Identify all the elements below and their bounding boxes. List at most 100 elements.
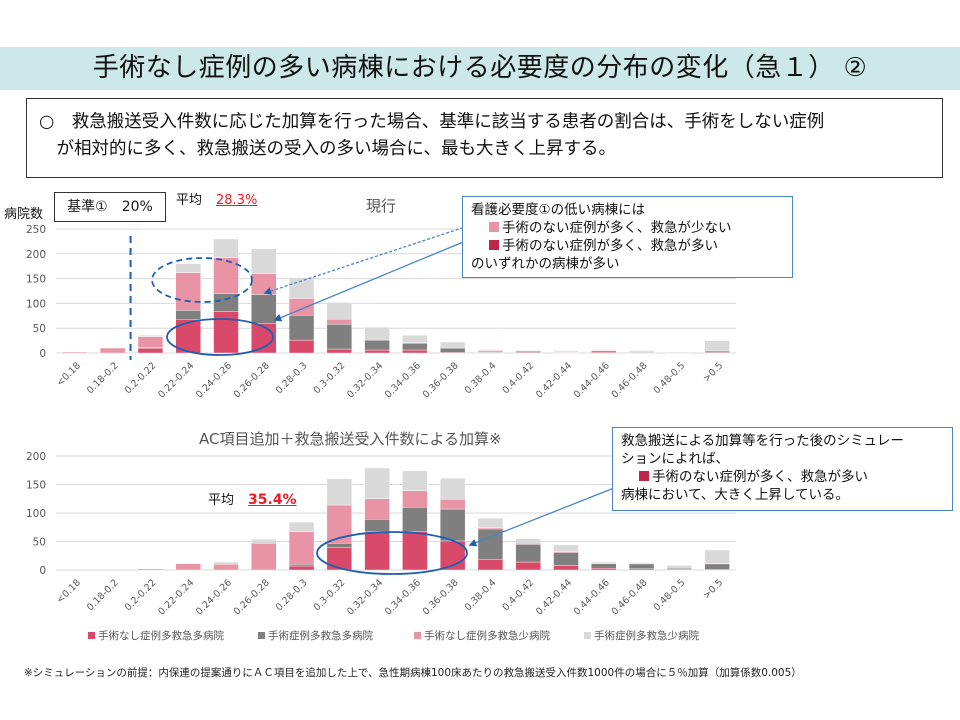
top-callout-line-3: 手術のない症例が多く、救急が多い [471, 237, 784, 255]
x-tick-label: 0.26-0.28 [232, 360, 272, 400]
bar-segment [364, 531, 390, 571]
summary-box: ○ 救急搬送受入件数に応じた加算を行った場合、基準に該当する患者の割合は、手術を… [26, 98, 943, 178]
legend-swatch-icon [88, 632, 95, 639]
bar-segment [402, 334, 428, 343]
bar-segment [704, 350, 730, 353]
x-tick-label: <0.18 [55, 577, 83, 605]
bar-segment [326, 324, 353, 350]
bar-segment [213, 311, 239, 354]
bar-segment [137, 568, 164, 571]
bar-segment [553, 565, 579, 571]
bar-segment [402, 342, 428, 351]
y-tick-label: 50 [33, 537, 46, 549]
footnote: ※シミュレーションの前提：内保連の提案通りにＡＣ項目を追加した上で、急性期病棟1… [24, 667, 802, 679]
bottom-callout-line-4: 病棟において、大きく上昇している。 [621, 487, 850, 503]
bar-segment [137, 334, 164, 337]
bar-segment [251, 248, 277, 274]
bar-segment [591, 568, 617, 571]
bar-segment [364, 498, 390, 520]
x-tick-label: 0.18-0.2 [85, 577, 121, 613]
x-tick-label: 0.28-0.3 [274, 360, 310, 396]
bar-segment [515, 538, 541, 544]
legend-label: 手術症例多救急少病院 [594, 630, 699, 642]
x-tick-label: 0.48-0.5 [652, 360, 688, 396]
top-callout-line-3-text: 手術のない症例が多く、救急が多い [502, 238, 718, 254]
threshold-label-box: 基準① 20% [54, 192, 166, 222]
x-tick-label: 0.26-0.28 [232, 577, 272, 617]
x-tick-label: 0.18-0.2 [85, 360, 121, 396]
x-tick-label: 0.3-0.32 [312, 577, 348, 613]
x-tick-label: 0.22-0.24 [156, 577, 196, 617]
bar-segment [515, 561, 541, 571]
bar-segment [175, 272, 201, 311]
x-tick-label: 0.46-0.48 [610, 577, 650, 617]
bar-segment [440, 508, 466, 542]
bar-segment [628, 562, 655, 564]
summary-line-2: が相対的に多く、救急搬送の受入の多い場合に、最も大きく上昇する。 [39, 139, 616, 159]
legend-label: 手術なし症例多救急多病院 [98, 630, 224, 642]
bar-segment [213, 257, 239, 294]
x-tick-label: 0.32-0.34 [345, 360, 385, 400]
y-tick-label: 200 [26, 451, 46, 463]
bar-segment [364, 327, 390, 340]
bottom-average-value: 35.4% [248, 492, 297, 508]
bar-segment [666, 351, 692, 354]
x-tick-label: 0.24-0.26 [194, 577, 234, 617]
bar-segment [704, 340, 730, 352]
summary-line-1: ○ 救急搬送受入件数に応じた加算を行った場合、基準に該当する患者の割合は、手術を… [39, 112, 825, 132]
y-tick-label: 100 [26, 298, 46, 310]
legend-swatch-icon [258, 632, 265, 639]
dotted-arrow [263, 225, 469, 295]
bar-segment [402, 349, 428, 354]
x-tick-label: 0.32-0.34 [345, 577, 385, 617]
bottom-callout-line-2: ションによれば、 [621, 451, 729, 467]
x-tick-label: 0.38-0.4 [463, 360, 499, 396]
bar-segment [364, 467, 390, 499]
bar-segment [326, 348, 353, 354]
red-square-icon [489, 240, 499, 250]
top-callout-line-4: のいずれかの病棟が多い [471, 256, 620, 272]
bar-segment [251, 539, 277, 544]
legend-item: 手術なし症例多救急少病院 [414, 628, 550, 643]
x-tick-label: <0.18 [55, 360, 83, 388]
bottom-chart-title: AC項目追加＋救急搬送受入件数による加算※ [199, 430, 502, 448]
red-square-icon [639, 471, 649, 481]
legend-label: 手術症例多救急多病院 [268, 630, 373, 642]
top-average-label: 平均 [176, 193, 203, 208]
top-callout: 看護必要度①の低い病棟には 手術のない症例が多く、救急が少ない 手術のない症例が… [462, 196, 793, 278]
y-tick-label: 150 [26, 480, 46, 492]
bar-segment [137, 347, 164, 354]
bar-segment [137, 336, 164, 348]
bar-segment [440, 347, 466, 353]
bar-segment [628, 563, 655, 570]
bar-segment [251, 273, 277, 295]
bar-segment [251, 294, 277, 324]
bar-segment [326, 302, 353, 320]
page-title: 手術なし症例の多い病棟における必要度の分布の変化（急１） ② [92, 53, 868, 83]
y-tick-label: 0 [39, 565, 46, 577]
x-tick-label: 0.3-0.32 [312, 360, 348, 396]
bar-segment [402, 507, 428, 533]
bar-segment [364, 519, 390, 532]
bar-segment [62, 351, 88, 354]
x-tick-label: >0.5 [701, 577, 725, 601]
x-tick-label: 0.28-0.3 [274, 577, 310, 613]
bar-segment [326, 543, 353, 548]
y-tick-label: 100 [26, 508, 46, 520]
title-banner: 手術なし症例の多い病棟における必要度の分布の変化（急１） ② [0, 47, 960, 90]
x-tick-label: 0.48-0.5 [652, 577, 688, 613]
top-average-value: 28.3% [216, 193, 258, 208]
bar-segment [704, 563, 730, 570]
top-callout-line-2-text: 手術のない症例が多く、救急が少ない [502, 220, 732, 236]
bar-segment [213, 561, 239, 565]
legend-swatch-icon [584, 632, 591, 639]
x-tick-label: 0.2-0.22 [123, 577, 159, 613]
x-tick-label: 0.42-0.44 [534, 360, 574, 400]
bar-segment [477, 349, 504, 351]
x-tick-label: 0.36-0.38 [421, 577, 461, 617]
bar-segment [591, 561, 617, 564]
x-tick-label: 0.4-0.42 [500, 577, 536, 613]
y-tick-label: 0 [39, 348, 46, 360]
bar-segment [477, 350, 504, 353]
